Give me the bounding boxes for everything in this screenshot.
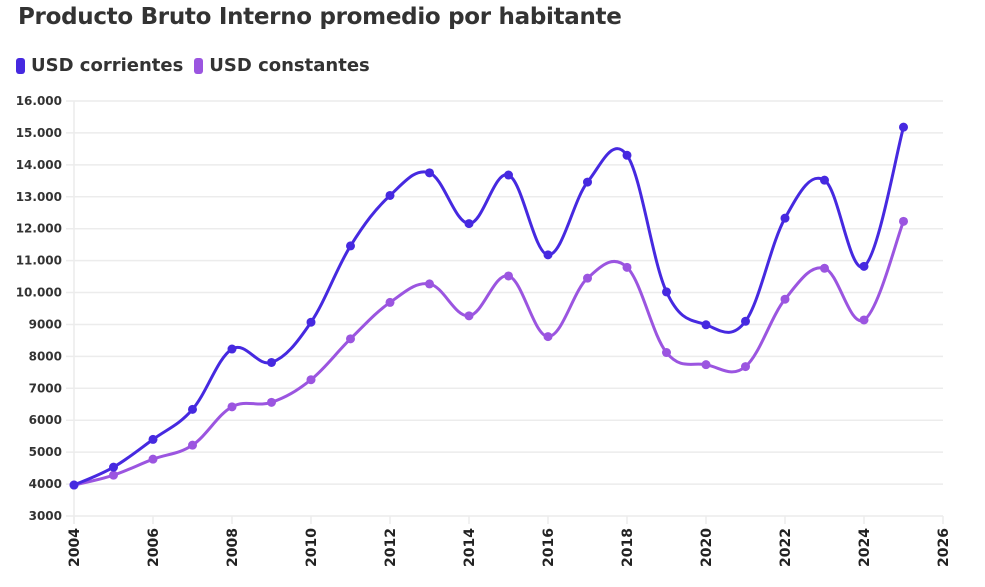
y-tick-label: 16.000	[16, 94, 62, 108]
data-point-usd-constantes-2015[interactable]	[504, 271, 513, 281]
x-tick-label: 2010	[304, 528, 320, 567]
data-point-usd-corrientes-2022[interactable]	[780, 213, 790, 223]
data-point-usd-corrientes-2019[interactable]	[662, 287, 671, 297]
data-point-usd-constantes-2005[interactable]	[109, 470, 118, 480]
x-tick-label: 2018	[620, 528, 636, 567]
data-point-usd-constantes-2012[interactable]	[385, 297, 395, 307]
y-tick-label: 13.000	[16, 190, 62, 204]
y-tick-label: 9000	[29, 317, 62, 331]
series-usd-constantes	[69, 216, 908, 490]
data-point-usd-constantes-2022[interactable]	[780, 294, 790, 304]
data-point-usd-constantes-2018[interactable]	[622, 262, 632, 272]
x-tick-label: 2012	[383, 528, 399, 567]
data-point-usd-constantes-2019[interactable]	[662, 348, 671, 358]
y-tick-label: 10.000	[16, 286, 62, 300]
data-point-usd-corrientes-2009[interactable]	[267, 357, 276, 367]
legend-item-usd-constantes[interactable]: USD constantes	[194, 55, 370, 76]
data-point-usd-constantes-2014[interactable]	[464, 311, 474, 321]
x-tick-label: 2004	[67, 528, 83, 567]
data-point-usd-corrientes-2007[interactable]	[188, 404, 197, 414]
data-point-usd-corrientes-2005[interactable]	[109, 462, 118, 472]
data-point-usd-corrientes-2017[interactable]	[583, 177, 592, 187]
series-usd-corrientes	[69, 122, 908, 490]
data-point-usd-constantes-2007[interactable]	[188, 440, 197, 450]
legend: USD corrientes USD constantes	[16, 55, 381, 76]
y-axis-ticks: 3000 4000 5000 6000 7000 8000 9000 10.000 11.000…	[16, 94, 62, 523]
data-point-usd-corrientes-2023[interactable]	[820, 175, 829, 185]
data-point-usd-constantes-2024[interactable]	[859, 315, 869, 325]
data-point-usd-corrientes-2008[interactable]	[227, 344, 237, 354]
y-tick-label: 12.000	[16, 222, 62, 236]
data-point-usd-constantes-2013[interactable]	[425, 279, 434, 289]
data-point-usd-corrientes-2016[interactable]	[543, 250, 553, 260]
gridlines	[66, 100, 944, 524]
data-point-usd-corrientes-2010[interactable]	[306, 317, 316, 327]
data-point-usd-constantes-2010[interactable]	[306, 375, 316, 385]
data-point-usd-constantes-2017[interactable]	[583, 273, 592, 283]
legend-label-usd-constantes: USD constantes	[209, 55, 370, 76]
y-tick-label: 3000	[29, 509, 62, 523]
data-point-usd-corrientes-2011[interactable]	[346, 241, 355, 251]
data-point-usd-corrientes-2025[interactable]	[899, 122, 908, 132]
y-tick-label: 15.000	[16, 126, 62, 140]
data-point-usd-corrientes-2012[interactable]	[385, 190, 395, 200]
data-point-usd-corrientes-2021[interactable]	[741, 316, 750, 326]
data-point-usd-corrientes-2020[interactable]	[701, 320, 711, 330]
x-tick-label: 2024	[857, 528, 873, 567]
x-tick-label: 2020	[699, 528, 715, 567]
x-tick-label: 2014	[462, 528, 478, 567]
y-tick-label: 7000	[29, 381, 62, 395]
y-tick-label: 11.000	[16, 254, 62, 268]
legend-item-usd-corrientes[interactable]: USD corrientes	[16, 55, 183, 76]
y-tick-label: 4000	[29, 477, 62, 491]
data-point-usd-corrientes-2006[interactable]	[148, 434, 158, 444]
data-point-usd-constantes-2016[interactable]	[543, 332, 553, 342]
legend-swatch-usd-corrientes	[16, 57, 25, 74]
data-point-usd-constantes-2020[interactable]	[701, 360, 711, 370]
data-point-usd-constantes-2021[interactable]	[741, 362, 750, 372]
x-tick-label: 2008	[225, 528, 241, 567]
chart-title: Producto Bruto Interno promedio por habi…	[18, 4, 622, 30]
x-tick-label: 2006	[146, 528, 162, 567]
data-point-usd-corrientes-2004[interactable]	[69, 480, 79, 490]
data-point-usd-constantes-2006[interactable]	[148, 454, 158, 464]
data-point-usd-corrientes-2015[interactable]	[504, 170, 513, 180]
y-tick-label: 8000	[29, 349, 62, 363]
x-axis-ticks: 2004 2006 2008 2010 2012 2014 2016 2018 2020 2022…	[67, 528, 952, 567]
data-point-usd-constantes-2025[interactable]	[899, 216, 908, 226]
legend-swatch-usd-constantes	[194, 57, 204, 74]
y-tick-label: 5000	[29, 445, 62, 459]
data-point-usd-corrientes-2013[interactable]	[425, 168, 434, 178]
y-tick-label: 14.000	[16, 158, 62, 172]
x-tick-label: 2022	[778, 528, 794, 567]
data-point-usd-corrientes-2024[interactable]	[859, 261, 869, 271]
y-tick-label: 6000	[29, 413, 62, 427]
data-point-usd-constantes-2009[interactable]	[267, 397, 276, 407]
x-tick-label: 2026	[936, 528, 952, 567]
data-point-usd-constantes-2008[interactable]	[227, 402, 237, 412]
series-group	[69, 122, 908, 490]
data-point-usd-corrientes-2014[interactable]	[464, 219, 474, 229]
legend-label-usd-corrientes: USD corrientes	[31, 55, 184, 76]
data-point-usd-constantes-2011[interactable]	[346, 334, 355, 344]
data-point-usd-corrientes-2018[interactable]	[622, 150, 632, 160]
x-tick-label: 2016	[541, 528, 557, 567]
data-point-usd-constantes-2023[interactable]	[820, 263, 829, 273]
